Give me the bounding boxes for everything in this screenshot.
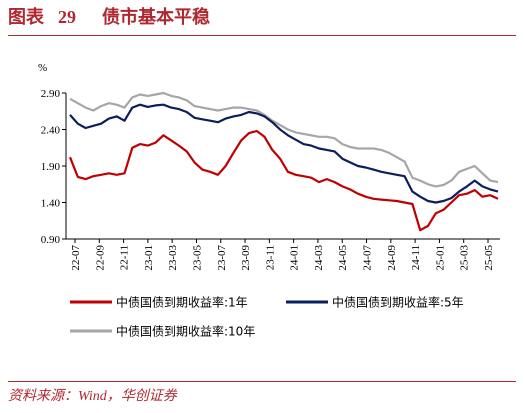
x-tick-label: 22-11 bbox=[119, 245, 131, 270]
figure-title: 图表 29 债市基本平稳 bbox=[8, 4, 210, 30]
source-note: 资料来源：Wind，华创证券 bbox=[8, 389, 177, 404]
figure-number: 29 bbox=[58, 7, 76, 27]
x-tick-label: 23-07 bbox=[216, 245, 228, 271]
legend-label: 中债国债到期收益率:10年 bbox=[116, 324, 255, 339]
legend-label: 中债国债到期收益率:5年 bbox=[332, 295, 464, 310]
source-rule bbox=[8, 381, 516, 382]
y-tick-label: 2.40 bbox=[41, 125, 61, 137]
x-tick-label: 24-07 bbox=[362, 245, 374, 271]
x-tick-label: 23-09 bbox=[240, 245, 252, 271]
figure-title-text: 债市基本平稳 bbox=[102, 7, 210, 28]
x-tick-label: 24-11 bbox=[410, 245, 422, 270]
legend-label: 中债国债到期收益率:1年 bbox=[116, 295, 248, 310]
x-tick-label: 25-01 bbox=[434, 245, 446, 271]
axes: 0.90 1.40 1.90 2.40 2.90 22-07 22-09 22-11 23-01… bbox=[41, 88, 500, 271]
x-tick-label: 25-03 bbox=[459, 245, 471, 271]
series-line bbox=[69, 91, 499, 188]
y-tick-label: 2.90 bbox=[41, 88, 61, 100]
title-rule bbox=[8, 35, 516, 36]
x-tick-label: 23-03 bbox=[167, 245, 179, 271]
x-tick-label: 25-05 bbox=[483, 245, 495, 271]
figure-label: 图表 bbox=[8, 7, 44, 28]
x-tick-label: 23-11 bbox=[264, 245, 276, 270]
y-axis-unit-label: % bbox=[38, 62, 47, 74]
line-chart: % 0.90 1.40 1.90 2.40 2.90 22-07 22-09 22-11 23-… bbox=[38, 62, 500, 339]
x-tick-label: 23-01 bbox=[143, 245, 155, 271]
x-tick-label: 23-05 bbox=[191, 245, 203, 271]
x-tick-label: 24-03 bbox=[313, 245, 325, 271]
x-tick-label: 24-05 bbox=[337, 245, 349, 271]
series-lines bbox=[68, 91, 499, 232]
y-tick-label: 1.40 bbox=[41, 198, 61, 210]
x-tick-label: 22-09 bbox=[94, 245, 106, 271]
y-tick-label: 1.90 bbox=[41, 161, 61, 173]
series-line bbox=[68, 129, 499, 232]
series-line bbox=[69, 103, 499, 204]
x-tick-label: 24-09 bbox=[386, 245, 398, 271]
x-tick-label: 24-01 bbox=[289, 245, 301, 271]
x-tick-label: 22-07 bbox=[70, 245, 82, 271]
y-tick-label: 0.90 bbox=[41, 234, 61, 246]
